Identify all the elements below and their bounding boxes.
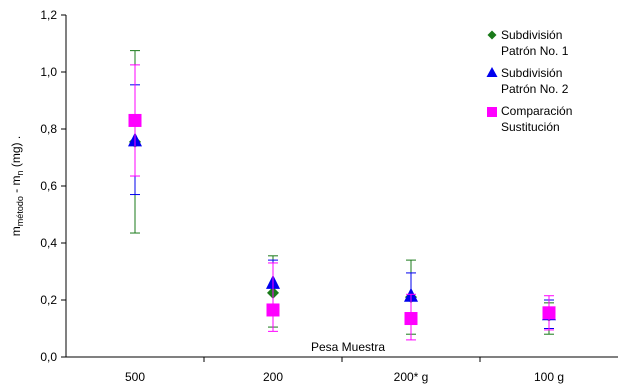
legend: Subdivisión Patrón No. 1 Subdivisión Patrón… [486,28,572,134]
x-tick-label: 100 g [534,370,564,384]
series-1 [129,50,555,335]
legend-marker [487,107,497,117]
x-tick-label: 200* g [394,370,429,384]
data-point [266,303,280,317]
y-tick-label: 0,8 [40,122,57,136]
legend-label-line1: Subdivisión [501,28,562,42]
legend-label-line2: Patrón No. 1 [501,44,569,58]
x-tick-label: 200 [263,370,283,384]
data-point [128,113,142,127]
y-tick-label: 0,0 [40,350,57,364]
y-axis-title-sub-method: método [15,196,25,226]
x-tick-label: 500 [125,370,145,384]
y-axis-title-unit: (mg) . [9,136,23,171]
legend-label-line2: Patrón No. 2 [501,82,569,96]
y-tick-label: 0,6 [40,179,57,193]
legend-item-1: Subdivisión Patrón No. 1 [487,28,569,58]
x-axis-title: Pesa Muestra [311,340,385,354]
x-axis-ticks: 500 200 200* g 100 g [125,357,564,384]
y-tick-label: 0,2 [40,293,57,307]
y-axis-title-sub-n: n [15,170,25,175]
legend-label-line1: Comparación [501,104,572,118]
legend-label-line1: Subdivisión [501,66,562,80]
series-2 [128,84,556,329]
legend-marker [487,30,497,40]
legend-marker [486,67,498,77]
y-tick-label: 1,0 [40,65,57,79]
series-layer [128,50,556,341]
legend-item-2: Subdivisión Patrón No. 2 [486,66,569,96]
y-axis-title-mid: - m [9,175,23,196]
y-axis-title-main: m [9,226,23,236]
y-axis-ticks: 0,0 0,2 0,4 0,6 0,8 1,0 1,2 [40,8,66,364]
data-point [404,312,418,326]
y-tick-label: 1,2 [40,8,57,22]
y-axis-title: mmétodo - mn (mg) . [9,136,25,236]
data-point [542,306,556,320]
series-3 [128,64,556,341]
legend-item-3: Comparación Sustitución [487,104,572,134]
legend-label-line2: Sustitución [501,120,560,134]
y-tick-label: 0,4 [40,236,57,250]
